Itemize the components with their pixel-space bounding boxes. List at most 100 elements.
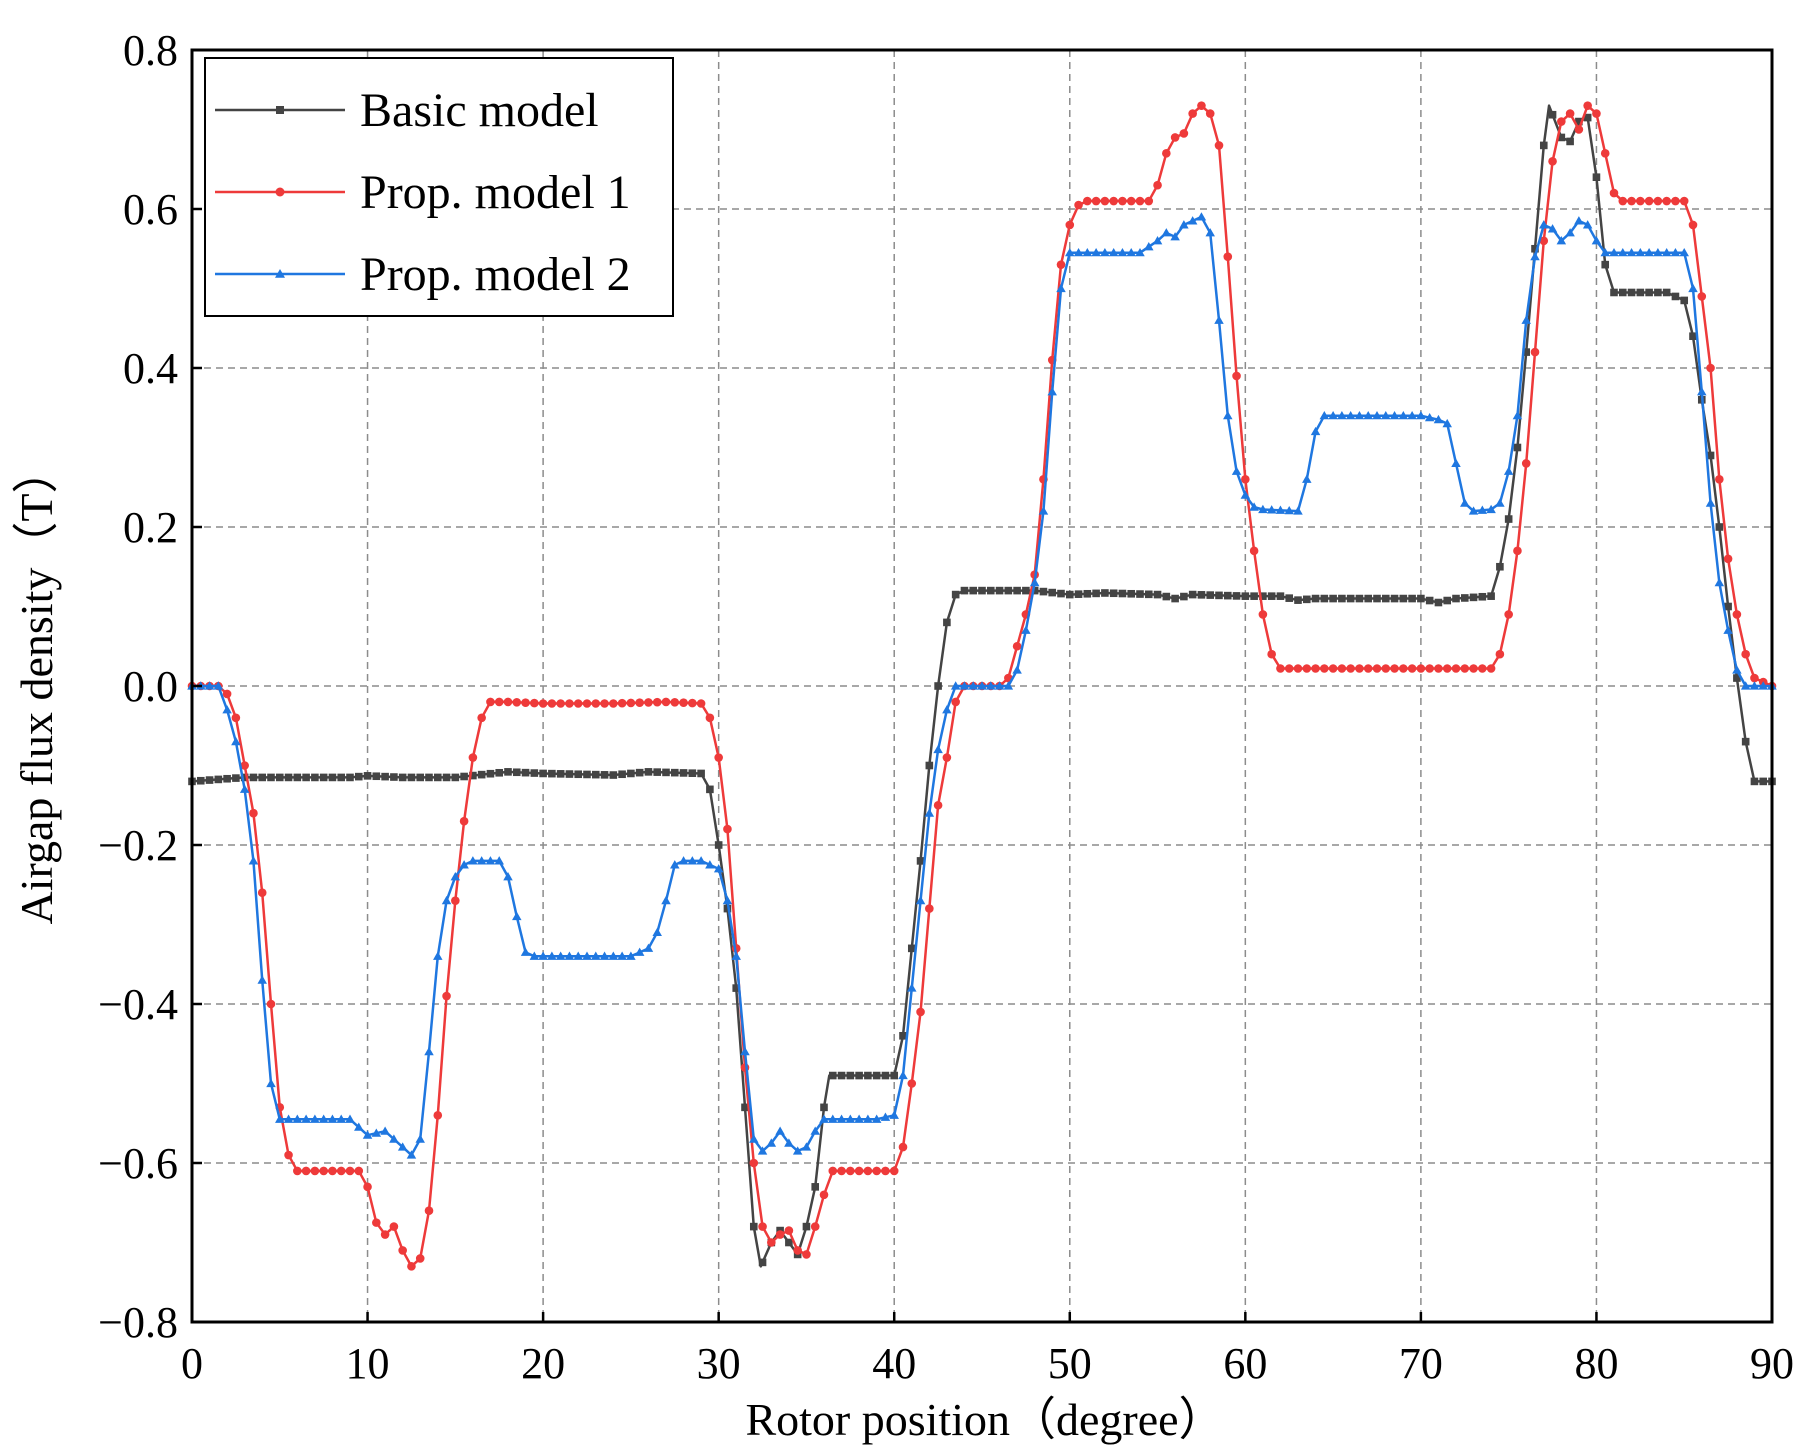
data-point-prop-model-1-45 xyxy=(582,699,592,708)
data-point-prop-model-2-167 xyxy=(1653,247,1663,257)
data-point-prop-model-2-134 xyxy=(1363,410,1373,420)
data-point-prop-model-1-22 xyxy=(380,1230,390,1239)
data-point-prop-model-1-67 xyxy=(775,1230,785,1239)
data-point-basic-model-15 xyxy=(319,773,328,782)
data-point-prop-model-2-125 xyxy=(1284,505,1294,515)
data-point-prop-model-2-157 xyxy=(1565,228,1575,237)
data-point-basic-model-45 xyxy=(583,770,591,779)
data-point-prop-model-1-145 xyxy=(1460,664,1470,673)
data-point-basic-model-47 xyxy=(600,771,609,779)
data-point-basic-model-42 xyxy=(556,770,565,778)
data-point-prop-model-2-33 xyxy=(476,856,487,865)
data-point-basic-model-35 xyxy=(495,768,504,777)
data-point-prop-model-1-144 xyxy=(1451,664,1461,673)
data-point-basic-model-84 xyxy=(925,761,934,770)
data-point-prop-model-1-68 xyxy=(784,1226,794,1235)
data-point-basic-model-38 xyxy=(521,768,530,777)
data-point-basic-model-143 xyxy=(1443,596,1452,605)
data-point-prop-model-1-72 xyxy=(819,1190,829,1200)
data-point-prop-model-1-94 xyxy=(1012,641,1022,651)
data-point-basic-model-168 xyxy=(1662,288,1671,297)
data-point-basic-model-37 xyxy=(512,768,521,777)
data-point-basic-model-154 xyxy=(1539,141,1548,150)
data-point-prop-model-2-5 xyxy=(231,736,241,746)
data-point-prop-model-2-133 xyxy=(1354,410,1365,420)
data-point-basic-model-85 xyxy=(934,682,942,690)
data-point-basic-model-134 xyxy=(1364,594,1373,603)
data-point-prop-model-2-47 xyxy=(599,951,610,960)
series-markers-prop-model-2 xyxy=(187,212,1777,1159)
data-point-prop-model-2-84 xyxy=(924,808,935,817)
x-tick-label-0: 0 xyxy=(181,1339,203,1388)
data-point-prop-model-1-141 xyxy=(1425,664,1434,673)
data-point-prop-model-2-153 xyxy=(1530,251,1540,261)
y-tick-label-7: 0.6 xyxy=(123,185,178,234)
data-point-prop-model-2-8 xyxy=(257,975,267,984)
data-point-prop-model-2-41 xyxy=(547,951,557,960)
series-basic-model xyxy=(188,104,1776,1268)
data-point-prop-model-1-36 xyxy=(503,697,513,707)
data-point-prop-model-2-145 xyxy=(1460,498,1470,507)
data-point-prop-model-1-84 xyxy=(925,904,934,913)
data-point-prop-model-1-75 xyxy=(846,1166,855,1176)
data-point-prop-model-1-165 xyxy=(1636,196,1645,206)
data-point-basic-model-91 xyxy=(986,586,995,595)
data-point-prop-model-2-152 xyxy=(1521,315,1531,324)
data-point-basic-model-44 xyxy=(574,770,583,779)
data-point-prop-model-2-166 xyxy=(1644,247,1654,257)
data-point-prop-model-2-163 xyxy=(1618,247,1628,257)
data-point-prop-model-2-98 xyxy=(1047,387,1057,396)
data-point-basic-model-30 xyxy=(451,773,460,782)
data-point-prop-model-1-137 xyxy=(1390,664,1399,673)
x-tick-label-4: 40 xyxy=(872,1339,916,1388)
data-point-prop-model-2-31 xyxy=(459,860,469,869)
data-point-prop-model-1-130 xyxy=(1328,664,1338,673)
data-point-basic-model-149 xyxy=(1496,562,1504,571)
data-point-prop-model-2-168 xyxy=(1661,247,1672,257)
data-point-basic-model-18 xyxy=(346,773,354,782)
data-point-basic-model-88 xyxy=(960,586,969,595)
data-point-prop-model-2-66 xyxy=(766,1138,777,1147)
data-point-prop-model-2-155 xyxy=(1547,224,1558,233)
data-point-basic-model-162 xyxy=(1610,288,1618,297)
data-point-prop-model-2-131 xyxy=(1337,410,1347,420)
data-point-basic-model-34 xyxy=(486,769,495,778)
data-point-basic-model-102 xyxy=(1083,589,1092,598)
data-point-basic-model-164 xyxy=(1627,288,1636,297)
data-point-prop-model-2-45 xyxy=(582,951,592,960)
data-point-prop-model-2-122 xyxy=(1258,504,1268,514)
data-point-prop-model-1-133 xyxy=(1355,664,1364,673)
data-point-prop-model-2-57 xyxy=(687,856,698,865)
data-point-prop-model-1-113 xyxy=(1179,129,1189,138)
data-point-prop-model-1-112 xyxy=(1170,133,1180,142)
data-point-prop-model-1-13 xyxy=(301,1166,311,1176)
data-point-prop-model-2-81 xyxy=(898,1070,908,1080)
data-point-basic-model-43 xyxy=(565,770,574,778)
data-point-prop-model-2-55 xyxy=(670,860,680,869)
data-point-prop-model-2-111 xyxy=(1161,228,1172,237)
data-point-prop-model-2-75 xyxy=(845,1114,856,1123)
data-point-prop-model-2-69 xyxy=(792,1146,803,1155)
data-point-basic-model-169 xyxy=(1671,292,1680,301)
data-point-basic-model-151 xyxy=(1513,443,1522,452)
legend-marker-shape-0 xyxy=(276,106,284,114)
data-point-prop-model-2-149 xyxy=(1495,498,1505,507)
data-point-prop-model-1-56 xyxy=(679,698,688,707)
data-point-prop-model-2-28 xyxy=(433,951,443,960)
data-point-basic-model-22 xyxy=(381,772,389,781)
data-point-prop-model-2-151 xyxy=(1512,410,1523,420)
data-point-basic-model-117 xyxy=(1215,591,1223,600)
data-point-prop-model-1-44 xyxy=(573,699,583,708)
data-point-prop-model-1-170 xyxy=(1679,196,1689,206)
data-point-prop-model-2-43 xyxy=(564,951,575,960)
data-point-basic-model-160 xyxy=(1592,173,1601,181)
legend-marker-shape-2 xyxy=(275,269,285,278)
data-point-prop-model-2-102 xyxy=(1082,247,1093,257)
data-point-basic-model-104 xyxy=(1101,589,1109,597)
data-point-basic-model-101 xyxy=(1074,590,1083,598)
data-point-basic-model-99 xyxy=(1057,589,1065,598)
data-point-prop-model-1-174 xyxy=(1715,475,1724,484)
data-point-prop-model-1-74 xyxy=(837,1166,846,1176)
data-point-basic-model-51 xyxy=(635,768,644,777)
data-point-prop-model-1-139 xyxy=(1407,664,1417,673)
